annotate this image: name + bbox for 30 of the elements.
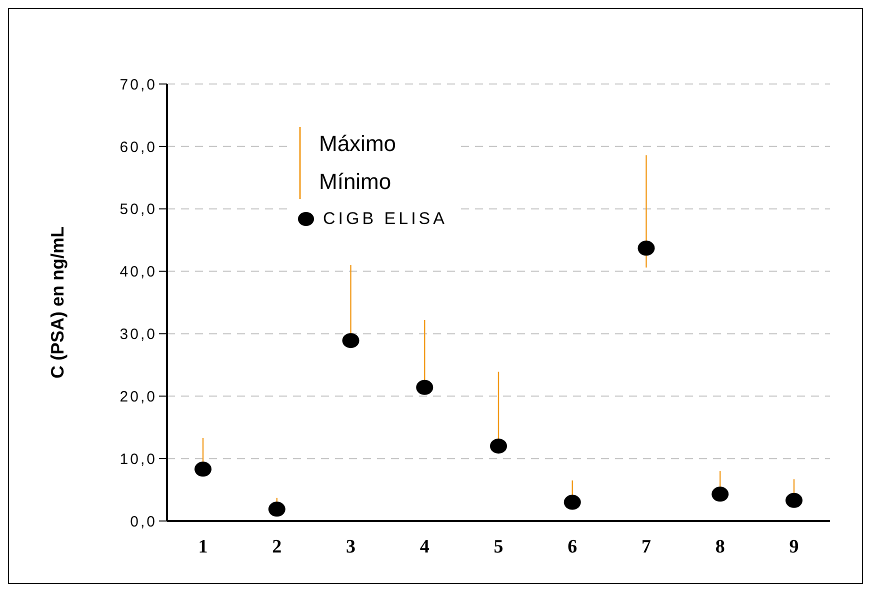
point: [712, 486, 729, 502]
y-tick-label: 60,0: [120, 138, 157, 156]
y-tick-label: 50,0: [120, 201, 157, 218]
point: [342, 333, 360, 348]
x-tick-label: 7: [642, 536, 652, 558]
point: [268, 502, 286, 517]
x-tick-label: 8: [715, 536, 725, 558]
x-tick-label: 9: [789, 536, 799, 558]
annotation: Mínimo: [319, 168, 392, 196]
point: [564, 494, 581, 510]
legend-label: CIGB ELISA: [323, 209, 448, 229]
x-tick-label: 1: [198, 536, 208, 558]
x-tick-label: 3: [346, 536, 356, 558]
y-axis-title: C (PSA) en ng/mL: [47, 226, 68, 378]
point: [786, 492, 802, 508]
point: [416, 380, 434, 395]
y-tick-label: 10,0: [120, 450, 157, 468]
y-tick-label: 0,0: [130, 513, 157, 530]
x-tick-label: 6: [568, 536, 578, 558]
y-tick-label: 70,0: [120, 76, 157, 94]
point: [194, 462, 212, 477]
y-tick-label: 20,0: [120, 388, 157, 406]
x-tick-label: 2: [272, 536, 282, 558]
x-tick-label: 5: [494, 536, 504, 558]
x-tick-label: 4: [420, 536, 430, 558]
y-tick-label: 30,0: [120, 326, 157, 344]
point: [490, 438, 507, 454]
point: [638, 240, 655, 256]
y-tick-label: 40,0: [120, 264, 157, 281]
annotation: Máximo: [319, 130, 396, 158]
